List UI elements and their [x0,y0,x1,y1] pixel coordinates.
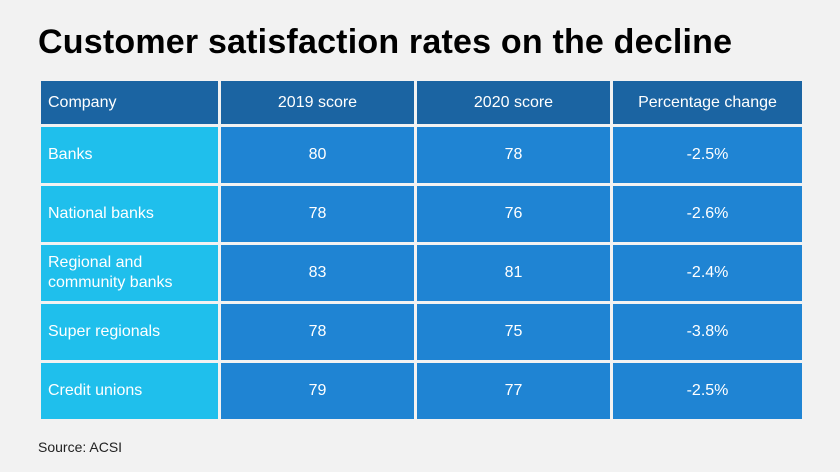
company-cell: Banks [41,127,218,183]
company-cell: Super regionals [41,304,218,360]
table-row: Banks 80 78 -2.5% [41,127,802,183]
score-2020-cell: 81 [417,245,610,301]
score-2019-cell: 79 [221,363,414,419]
percentage-change-cell: -2.6% [613,186,802,242]
company-cell: Credit unions [41,363,218,419]
score-2020-cell: 77 [417,363,610,419]
percentage-change-cell: -3.8% [613,304,802,360]
column-header-company: Company [41,81,218,124]
score-2020-cell: 76 [417,186,610,242]
chart-title: Customer satisfaction rates on the decli… [38,23,733,61]
table-row: Super regionals 78 75 -3.8% [41,304,802,360]
table-row: National banks 78 76 -2.6% [41,186,802,242]
score-2020-cell: 78 [417,127,610,183]
score-2019-cell: 78 [221,186,414,242]
percentage-change-cell: -2.5% [613,363,802,419]
table-row: Credit unions 79 77 -2.5% [41,363,802,419]
table-row: Regional and community banks 83 81 -2.4% [41,245,802,301]
company-cell: Regional and community banks [41,245,218,301]
score-2019-cell: 78 [221,304,414,360]
score-2019-cell: 80 [221,127,414,183]
header-row: Company 2019 score 2020 score Percentage… [41,81,802,124]
satisfaction-table: Company 2019 score 2020 score Percentage… [38,78,805,422]
source-note: Source: ACSI [38,439,123,455]
percentage-change-cell: -2.5% [613,127,802,183]
column-header-percentage-change: Percentage change [613,81,802,124]
score-2020-cell: 75 [417,304,610,360]
percentage-change-cell: -2.4% [613,245,802,301]
company-cell: National banks [41,186,218,242]
column-header-2019-score: 2019 score [221,81,414,124]
column-header-2020-score: 2020 score [417,81,610,124]
score-2019-cell: 83 [221,245,414,301]
